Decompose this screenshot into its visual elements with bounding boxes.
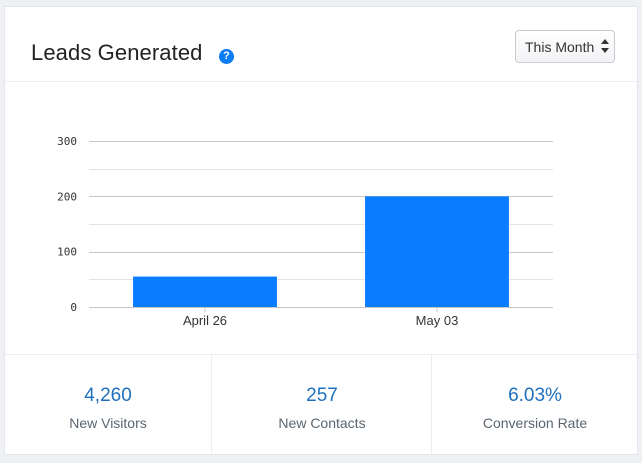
stat-label: New Contacts [278, 415, 366, 431]
stat-label: New Visitors [69, 415, 147, 431]
period-select[interactable]: This Month [515, 30, 615, 63]
stat-conversion-rate: 6.03% Conversion Rate [431, 355, 638, 455]
bar-may-03[interactable] [365, 196, 509, 307]
stat-value: 257 [306, 385, 338, 406]
x-tick-label: May 03 [416, 313, 459, 328]
bar-april-26[interactable] [133, 276, 277, 307]
card-header: Leads Generated ? This Month [5, 7, 637, 82]
x-tick-label: April 26 [183, 313, 227, 328]
y-tick-label: 200 [57, 190, 77, 203]
y-tick-label: 300 [57, 135, 77, 148]
y-tick-label: 100 [57, 246, 77, 259]
leads-generated-card: Leads Generated ? This Month 0 100 200 300 A… [4, 6, 638, 455]
widget-title: Leads Generated [31, 40, 203, 65]
period-select-value: This Month [525, 39, 595, 55]
stats-row: 4,260 New Visitors 257 New Contacts 6.03… [5, 354, 637, 455]
stat-value: 4,260 [84, 385, 132, 406]
stat-value: 6.03% [508, 385, 562, 406]
select-arrows-icon [601, 39, 609, 53]
question-circle-icon[interactable]: ? [219, 49, 234, 64]
leads-bar-chart: 0 100 200 300 April 26 May 03 [5, 82, 637, 354]
stat-new-visitors: 4,260 New Visitors [5, 355, 211, 455]
stat-new-contacts: 257 New Contacts [211, 355, 432, 455]
chart-svg: 0 100 200 300 April 26 May 03 [57, 135, 553, 328]
stat-label: Conversion Rate [482, 415, 588, 431]
y-tick-label: 0 [70, 301, 77, 314]
